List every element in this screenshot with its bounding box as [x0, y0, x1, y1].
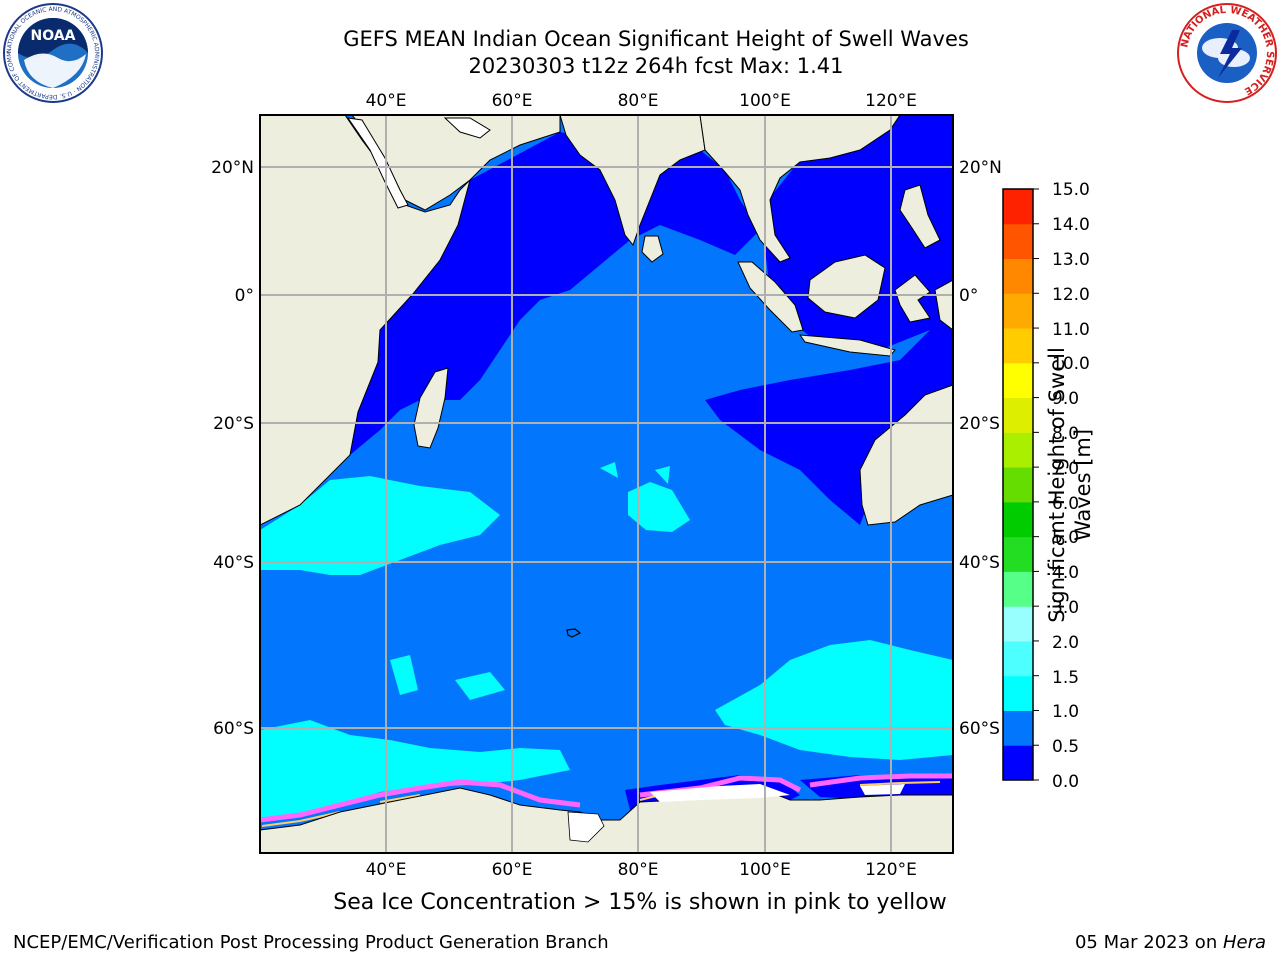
noaa-logo: NATIONAL OCEANIC AND ATMOSPHERIC ADMINIS… [2, 2, 103, 103]
colorbar-label: 0.0 [1052, 772, 1080, 792]
land-new-guinea [934, 279, 953, 331]
lat-label-right-60s: 60°S [959, 719, 1000, 739]
land-sri-lanka [641, 235, 664, 263]
colorbar-cell [1003, 536, 1033, 572]
lat-label-right-20n: 20°N [959, 158, 1002, 178]
lon-label-top-80e: 80°E [618, 91, 659, 111]
colorbar-cell [1003, 571, 1033, 607]
colorbar-label: 2.0 [1052, 633, 1080, 653]
lat-label-right-20s: 20°S [959, 414, 1000, 434]
lat-label-right-40s: 40°S [959, 553, 1000, 573]
swell-zone-central [628, 482, 690, 532]
lat-label-left-40s: 40°S [213, 553, 254, 573]
colorbar-cell [1003, 432, 1033, 468]
footer-credit: NCEP/EMC/Verification Post Processing Pr… [13, 932, 609, 953]
red-sea [346, 117, 409, 209]
land-india [559, 115, 706, 247]
colorbar-cell [1003, 606, 1033, 642]
colorbar-cell [1003, 223, 1033, 260]
map-frame [259, 114, 954, 854]
colorbar-label: 0.5 [1052, 737, 1080, 757]
colorbar-cell [1003, 189, 1033, 225]
lon-label-bottom-80e: 80°E [618, 860, 659, 880]
colorbar-title-line1: Significant Height of Swell [1045, 347, 1069, 623]
colorbar-cell [1003, 745, 1033, 781]
swell-zone-south-west [260, 720, 570, 820]
lon-label-top-100e: 100°E [739, 91, 791, 111]
colorbar-label: 10.0 [1052, 354, 1090, 374]
land-madagascar [413, 367, 449, 449]
chart-subtitle: 20230303 t12z 264h fcst Max: 1.41 [468, 54, 844, 78]
land-borneo [807, 254, 886, 319]
colorbar-title-line2: Waves [m] [1071, 428, 1095, 542]
land-antarctica [260, 787, 953, 853]
lon-label-bottom-120e: 120°E [865, 860, 917, 880]
colorbar-cell [1003, 675, 1033, 711]
lat-label-left-20s: 20°S [213, 414, 254, 434]
colorbar-cell [1003, 397, 1033, 433]
lat-label-right-0: 0° [959, 286, 978, 306]
sea-ice-note: Sea Ice Concentration > 15% is shown in … [333, 890, 947, 915]
noaa-logo-text: NOAA [31, 28, 76, 44]
colorbar-title: Significant Height of Swell Waves [m] [1044, 347, 1096, 623]
footer-date: 05 Mar 2023 on Hera [1075, 932, 1266, 953]
colorbar-label: 3.0 [1052, 598, 1080, 618]
footer-date-text: 05 Mar 2023 on [1074, 932, 1223, 953]
colorbar-label: 11.0 [1052, 320, 1090, 340]
swell-zone-south-atlantic [260, 476, 500, 575]
colorbar-cell [1003, 258, 1033, 294]
lon-label-top-60e: 60°E [492, 91, 533, 111]
map-gridlines [260, 115, 953, 853]
colorbar-label: 1.5 [1052, 668, 1080, 688]
colorbar-cell [1003, 293, 1033, 329]
land-southeast-asia [699, 115, 901, 263]
lon-label-bottom-100e: 100°E [739, 860, 791, 880]
lat-label-left-20n: 20°N [211, 158, 254, 178]
colorbar-cell [1003, 467, 1033, 503]
lat-label-left-0: 0° [235, 286, 254, 306]
colorbar [1003, 189, 1033, 781]
colorbar-cell [1003, 328, 1033, 364]
colorbar-label: 4.0 [1052, 563, 1080, 583]
lat-label-left-60s: 60°S [213, 719, 254, 739]
nws-logo: NATIONAL WEATHER SERVICE [1177, 3, 1277, 103]
colorbar-label: 12.0 [1052, 285, 1090, 305]
land-australia [859, 384, 953, 526]
chart-title: GEFS MEAN Indian Ocean Significant Heigh… [343, 27, 969, 51]
lon-label-top-40e: 40°E [366, 91, 407, 111]
sea-ice-core [261, 781, 941, 827]
colorbar-cell [1003, 640, 1033, 677]
colorbar-ticks [1033, 188, 1039, 781]
ice-shelf-white-1 [567, 811, 605, 843]
colorbar-cell [1003, 501, 1033, 538]
land-kerguelen [566, 628, 582, 638]
colorbar-label: 7.0 [1052, 459, 1080, 479]
ice-shelf-white-2 [650, 784, 905, 802]
colorbar-label: 8.0 [1052, 424, 1080, 444]
colorbar-cell [1003, 362, 1033, 399]
persian-gulf [443, 117, 491, 139]
colorbar-label: 9.0 [1052, 389, 1080, 409]
colorbar-label: 5.0 [1052, 528, 1080, 548]
colorbar-label: 13.0 [1052, 250, 1090, 270]
colorbar-frame [1002, 188, 1034, 781]
footer-host: Hera [1222, 932, 1266, 953]
colorbar-label: 6.0 [1052, 494, 1080, 514]
colorbar-label: 1.0 [1052, 702, 1080, 722]
lon-label-top-120e: 120°E [865, 91, 917, 111]
lon-label-bottom-40e: 40°E [366, 860, 407, 880]
land-sulawesi [894, 274, 931, 323]
colorbar-label: 14.0 [1052, 215, 1090, 235]
colorbar-label: 15.0 [1052, 180, 1090, 200]
lon-label-bottom-60e: 60°E [492, 860, 533, 880]
colorbar-cell [1003, 710, 1033, 746]
swell-zone-south-east [715, 640, 953, 760]
land-philippines [899, 184, 941, 249]
map-plot-area [260, 115, 953, 853]
